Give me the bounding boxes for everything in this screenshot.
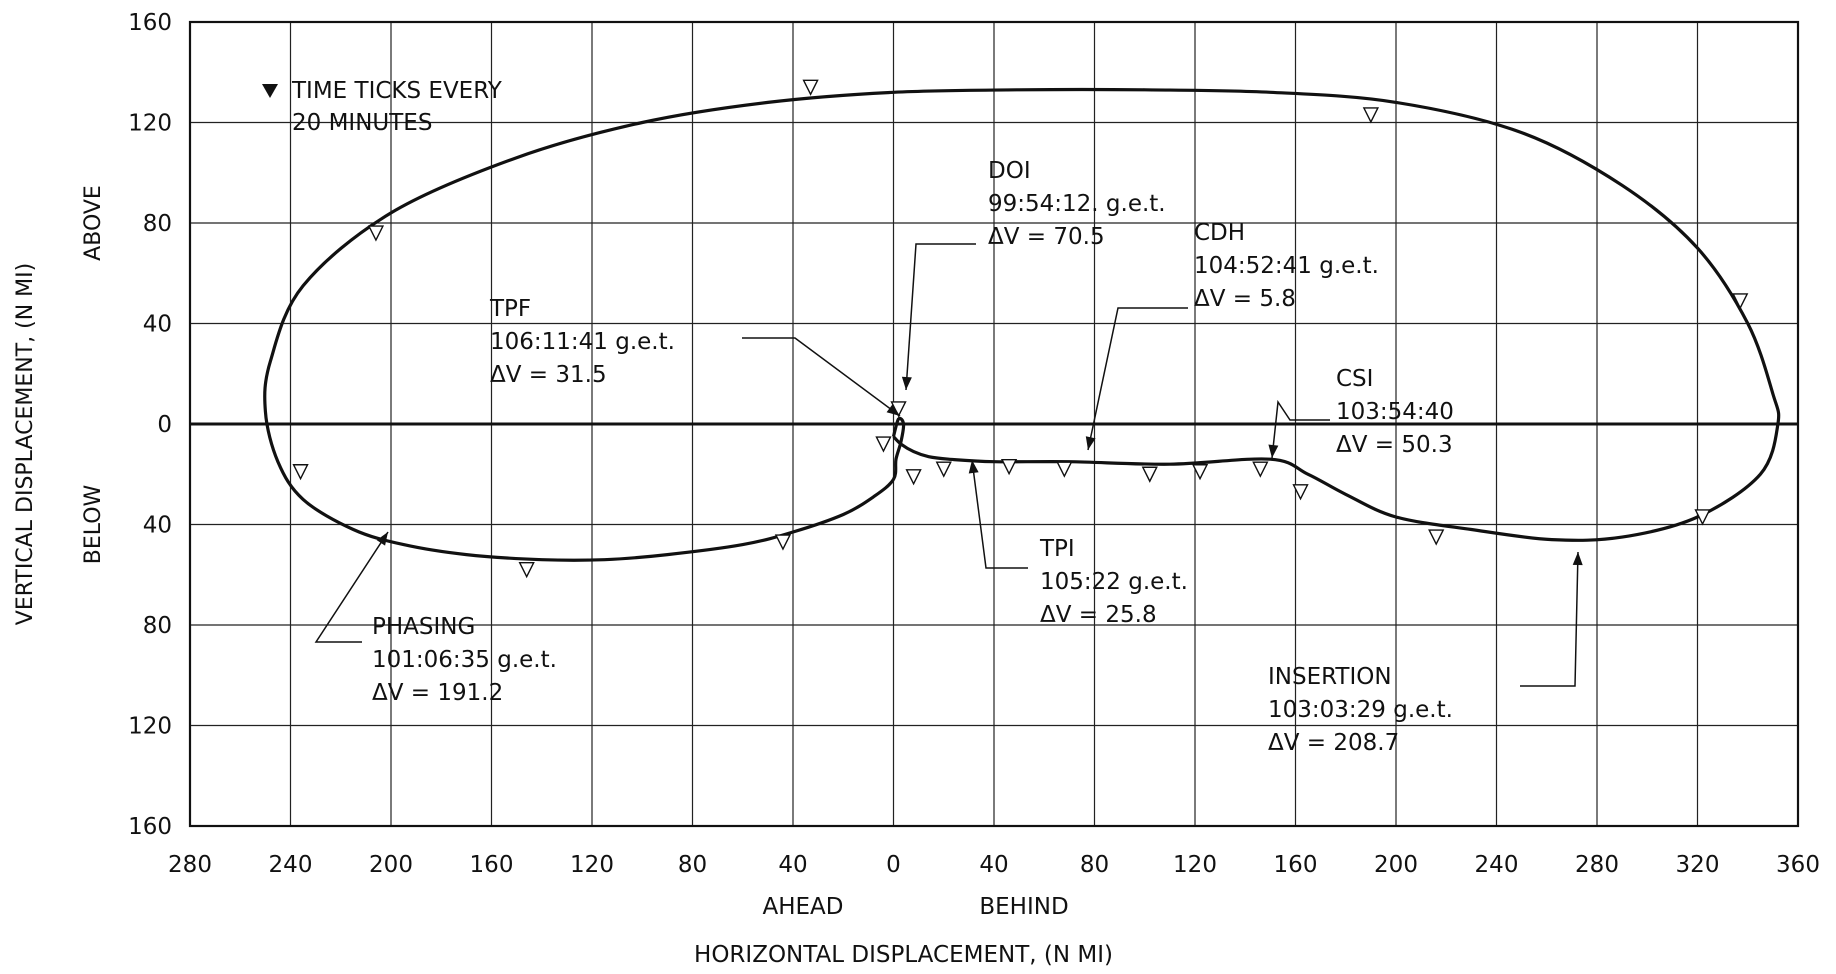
y-tick-label: 80 bbox=[143, 613, 172, 639]
y-tick-label: 80 bbox=[143, 211, 172, 237]
maneuver-annotations: TIME TICKS EVERY 20 MINUTES DOI 99:54:12. g… bbox=[262, 78, 1583, 756]
legend-line-1: TIME TICKS EVERY bbox=[291, 78, 503, 104]
time-tick bbox=[774, 534, 792, 551]
cdh-label-line: CDH bbox=[1194, 220, 1245, 246]
y-side-label-below: BELOW bbox=[81, 484, 106, 564]
csi-label-line: ΔV = 50.3 bbox=[1336, 432, 1453, 458]
y-tick-label: 120 bbox=[128, 111, 172, 137]
phasing-leader bbox=[314, 531, 389, 643]
y-tick-label: 160 bbox=[128, 814, 172, 840]
time-tick bbox=[1191, 464, 1209, 481]
grid-lines bbox=[188, 20, 1800, 828]
time-tick bbox=[1732, 293, 1749, 310]
tpi-label-line: ΔV = 25.8 bbox=[1040, 602, 1157, 628]
x-tick-label: 160 bbox=[1274, 852, 1318, 878]
legend-marker bbox=[262, 84, 278, 98]
cdh-leader-arrowhead bbox=[1085, 436, 1096, 450]
time-tick-markers bbox=[292, 79, 1749, 579]
csi-label-line: 103:54:40 bbox=[1336, 399, 1454, 425]
x-tick-label: 240 bbox=[269, 852, 313, 878]
time-tick bbox=[1428, 529, 1445, 546]
x-side-label-ahead: AHEAD bbox=[762, 894, 843, 920]
x-tick-label: 80 bbox=[678, 852, 707, 878]
time-tick bbox=[1292, 484, 1309, 501]
time-tick bbox=[935, 461, 952, 478]
time-tick bbox=[367, 225, 385, 242]
cdh-label-line: 104:52:41 g.e.t. bbox=[1194, 253, 1379, 279]
x-tick-label: 240 bbox=[1475, 852, 1519, 878]
insertion-label-line: INSERTION bbox=[1268, 664, 1392, 690]
trajectory bbox=[263, 87, 1781, 562]
time-tick bbox=[1056, 461, 1073, 478]
csi-label-line: CSI bbox=[1336, 366, 1373, 392]
legend-line-2: 20 MINUTES bbox=[292, 110, 432, 136]
time-tick bbox=[1252, 461, 1269, 478]
x-tick-label: 120 bbox=[570, 852, 614, 878]
x-tick-label: 160 bbox=[470, 852, 514, 878]
time-tick bbox=[802, 79, 819, 96]
doi-label-line: ΔV = 70.5 bbox=[988, 224, 1105, 250]
insertion-leader-arrowhead bbox=[1572, 552, 1583, 566]
insertion-leader bbox=[1520, 551, 1579, 687]
x-tick-label: 280 bbox=[1575, 852, 1619, 878]
insertion-label-line: 103:03:29 g.e.t. bbox=[1268, 697, 1453, 723]
csi-leader bbox=[1271, 399, 1330, 459]
x-tick-label: 320 bbox=[1676, 852, 1720, 878]
tpi-leader bbox=[971, 459, 1028, 569]
doi-label-line: DOI bbox=[988, 158, 1031, 184]
time-tick bbox=[1141, 466, 1158, 483]
phasing-label-line: 101:06:35 g.e.t. bbox=[372, 647, 557, 673]
y-tick-label: 40 bbox=[143, 312, 172, 338]
csi-leader-arrowhead bbox=[1268, 444, 1279, 458]
cdh-leader bbox=[1087, 307, 1188, 451]
axes: 280 240 200 160 120 80 40 0 40 80 120 160 200 240 280 3… bbox=[13, 10, 1820, 968]
doi-leader bbox=[905, 243, 976, 391]
y-side-label-above: ABOVE bbox=[81, 185, 106, 261]
phasing-label-line: ΔV = 191.2 bbox=[372, 680, 503, 706]
plot-frame bbox=[188, 20, 1800, 828]
tpf-leader bbox=[742, 337, 901, 417]
x-tick-label: 200 bbox=[369, 852, 413, 878]
time-tick bbox=[1000, 459, 1018, 476]
trajectory-path bbox=[263, 87, 1781, 562]
tpi-leader-arrowhead bbox=[968, 460, 979, 474]
x-tick-label: 40 bbox=[979, 852, 1008, 878]
x-axis-title: HORIZONTAL DISPLACEMENT, (N MI) bbox=[694, 942, 1113, 968]
y-axis-title: VERTICAL DISPLACEMENT, (N MI) bbox=[13, 263, 38, 625]
x-tick-label: 280 bbox=[168, 852, 212, 878]
x-tick-label: 80 bbox=[1080, 852, 1109, 878]
x-tick-label: 120 bbox=[1173, 852, 1217, 878]
tpf-label-line: 106:11:41 g.e.t. bbox=[490, 329, 675, 355]
time-tick bbox=[875, 436, 892, 453]
time-tick bbox=[1362, 107, 1380, 124]
doi-leader-arrowhead bbox=[901, 376, 912, 390]
tpi-label-line: 105:22 g.e.t. bbox=[1040, 569, 1188, 595]
cdh-label-line: ΔV = 5.8 bbox=[1194, 286, 1296, 312]
y-tick-label: 40 bbox=[143, 513, 172, 539]
doi-label-line: 99:54:12. g.e.t. bbox=[988, 191, 1166, 217]
x-tick-label: 0 bbox=[886, 852, 901, 878]
tpf-leader-arrowhead bbox=[886, 404, 900, 416]
y-tick-label: 120 bbox=[128, 714, 172, 740]
x-tick-label: 360 bbox=[1776, 852, 1820, 878]
time-tick bbox=[905, 469, 922, 486]
time-tick bbox=[292, 464, 309, 481]
tpf-label-line: TPF bbox=[489, 296, 531, 322]
x-tick-label: 200 bbox=[1374, 852, 1418, 878]
x-tick-label: 40 bbox=[778, 852, 807, 878]
phasing-leader-arrowhead bbox=[376, 532, 388, 546]
insertion-label-line: ΔV = 208.7 bbox=[1268, 730, 1399, 756]
time-tick bbox=[518, 562, 535, 579]
time-tick bbox=[1694, 509, 1711, 526]
y-tick-label: 0 bbox=[157, 412, 172, 438]
x-side-label-behind: BEHIND bbox=[979, 894, 1068, 920]
y-tick-label: 160 bbox=[128, 10, 172, 36]
tpi-label-line: TPI bbox=[1039, 536, 1075, 562]
phasing-label-line: PHASING bbox=[372, 614, 475, 640]
tpf-label-line: ΔV = 31.5 bbox=[490, 362, 607, 388]
